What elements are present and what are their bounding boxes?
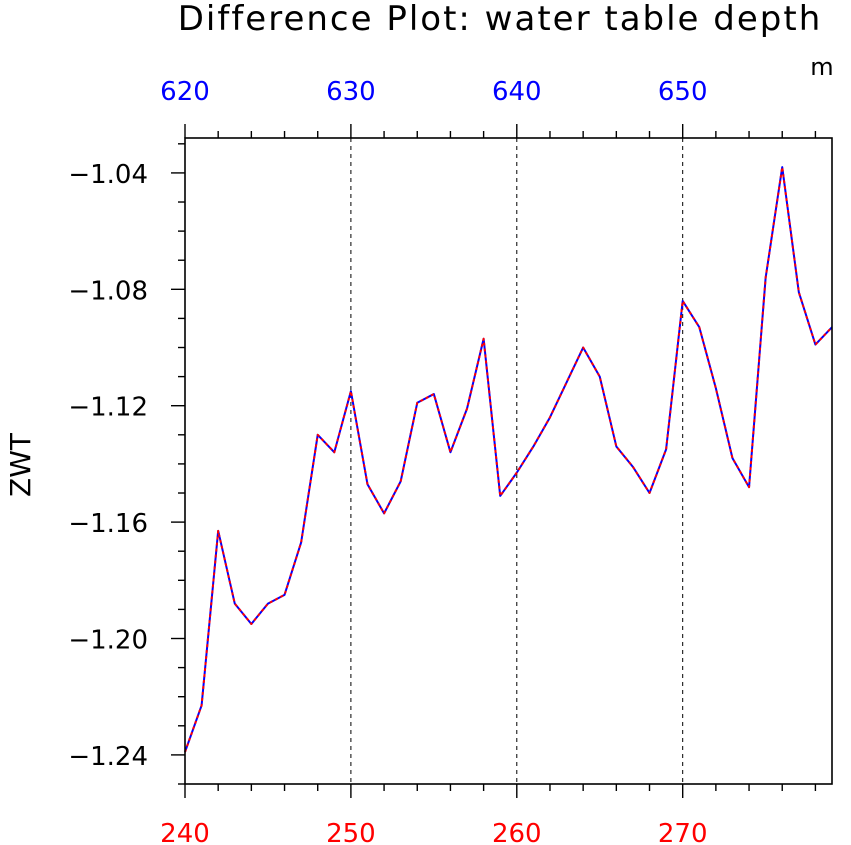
- y-tick-label: −1.16: [68, 509, 148, 539]
- plot-frame: [184, 137, 833, 785]
- series-line-red: [184, 166, 833, 753]
- units-label: m: [810, 53, 833, 81]
- series-line-blue: [184, 166, 833, 753]
- y-tick-label: −1.08: [68, 276, 148, 306]
- y-tick-label: −1.24: [68, 742, 148, 772]
- top-tick-label: 640: [492, 77, 542, 107]
- grid-lines: [350, 138, 684, 784]
- y-tick-label: −1.20: [68, 626, 148, 656]
- x-tick-label: 250: [326, 819, 376, 845]
- x-tick-label: 240: [160, 819, 210, 845]
- x-tick-label: 270: [658, 819, 708, 845]
- y-axis-label: ZWT: [4, 432, 37, 497]
- tick-labels: 240 250 260 270 620 630 640 650 −1.04 −1.08 −1.12 −…: [68, 77, 707, 845]
- chart-title: Difference Plot: water table depth: [178, 0, 823, 39]
- series-lines: [184, 166, 833, 753]
- top-tick-label: 630: [326, 77, 376, 107]
- x-tick-label: 260: [492, 819, 542, 845]
- y-tick-label: −1.12: [68, 393, 148, 423]
- axis-ticks: [171, 124, 817, 798]
- y-tick-label: −1.04: [68, 160, 148, 190]
- top-tick-label: 650: [658, 77, 708, 107]
- top-tick-label: 620: [160, 77, 210, 107]
